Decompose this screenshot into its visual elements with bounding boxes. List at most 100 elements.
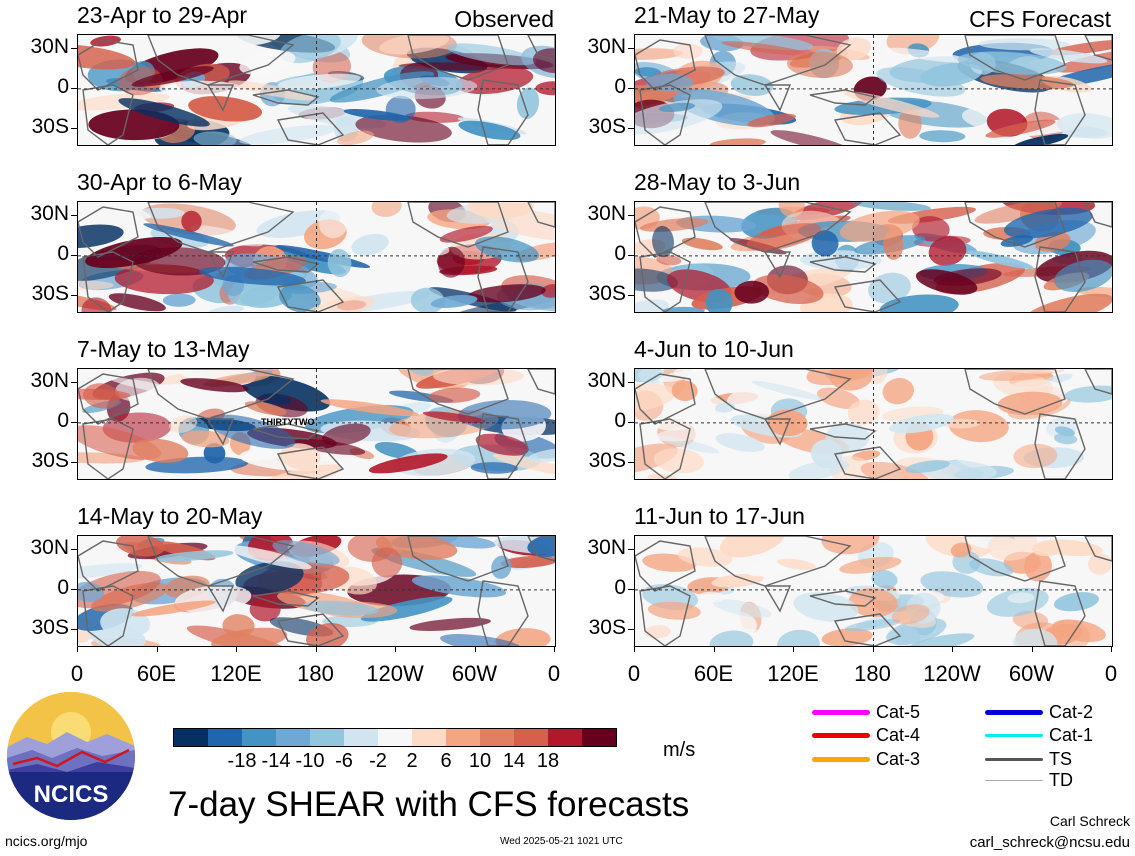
shear-contour xyxy=(734,280,770,304)
coastline xyxy=(1034,413,1086,479)
coastline xyxy=(964,369,1066,415)
shear-contour xyxy=(635,443,678,474)
shear-contour xyxy=(777,629,820,646)
shear-contour xyxy=(279,35,341,64)
shear-contour xyxy=(337,130,374,145)
coastline xyxy=(527,536,555,562)
colorbar-label: -14 xyxy=(261,750,291,772)
shear-contour xyxy=(302,600,379,616)
shear-contour xyxy=(656,254,682,266)
coastline xyxy=(477,413,529,479)
shear-contour xyxy=(133,247,226,276)
shear-contour xyxy=(242,375,331,412)
shear-contour xyxy=(239,124,337,145)
shear-contour xyxy=(83,202,152,219)
x-axis-tick xyxy=(713,646,715,652)
shear-contour xyxy=(1052,619,1106,643)
coastline xyxy=(78,540,139,592)
colorbar-label: -2 xyxy=(369,750,387,772)
shear-contour xyxy=(882,378,914,405)
colorbar-swatch xyxy=(412,729,446,746)
coastline xyxy=(1034,580,1086,646)
y-axis-label: 0 xyxy=(57,575,69,599)
x-axis-tick xyxy=(77,646,78,652)
shear-contour xyxy=(1013,628,1058,646)
y-axis-tick xyxy=(71,48,77,49)
coastline xyxy=(147,536,295,587)
shear-contour xyxy=(710,35,814,51)
footer-url[interactable]: ncics.org/mjo xyxy=(5,833,88,849)
coastline xyxy=(82,251,134,312)
shear-contour xyxy=(1013,443,1058,469)
x-axis-label: 60W xyxy=(1008,661,1055,686)
shear-contour xyxy=(860,461,930,479)
colorbar-label: 6 xyxy=(440,750,452,772)
y-axis-tick xyxy=(628,215,634,216)
y-axis-label: 30N xyxy=(587,202,626,225)
y-axis-label: 30S xyxy=(31,616,69,639)
shear-contour xyxy=(458,120,521,141)
shear-contour xyxy=(188,96,263,122)
coastline xyxy=(206,585,235,613)
shear-contour xyxy=(108,293,166,312)
shear-contour xyxy=(207,305,244,312)
storm-label: THIRTYTWO xyxy=(261,417,315,427)
coastline xyxy=(964,202,1066,248)
coastline xyxy=(833,613,902,646)
shear-contour xyxy=(440,634,523,646)
shear-contour xyxy=(655,418,692,431)
shear-contour xyxy=(1054,259,1112,292)
shear-contour xyxy=(355,114,452,143)
coastline xyxy=(407,369,509,415)
panel-date-range: 11-Jun to 17-Jun xyxy=(634,503,805,529)
legend-line-swatch xyxy=(985,758,1043,761)
coastline xyxy=(704,35,852,86)
shear-contour xyxy=(320,399,420,417)
y-axis-tick xyxy=(71,382,77,383)
shear-contour xyxy=(516,87,540,119)
x-axis-label: 120E xyxy=(767,661,819,686)
shear-contour xyxy=(662,306,705,312)
colorbar-label: 14 xyxy=(502,750,526,772)
coastline xyxy=(477,580,529,646)
shear-contour xyxy=(368,453,448,474)
shear-contour xyxy=(85,237,183,268)
shear-contour xyxy=(821,536,880,555)
legend-item-cat-1: Cat-1 xyxy=(985,725,1093,746)
legend-line-swatch xyxy=(985,734,1043,737)
coastline xyxy=(527,202,555,228)
legend-line-swatch xyxy=(812,757,870,762)
legend-line-swatch xyxy=(812,710,870,715)
shear-contour xyxy=(467,284,546,303)
shear-contour xyxy=(839,210,920,242)
shear-contour xyxy=(116,536,165,557)
x-axis-tick xyxy=(315,646,317,652)
coastline xyxy=(252,590,320,607)
y-axis-label: 30S xyxy=(31,449,69,472)
panel-date-range: 23-Apr to 29-Apr xyxy=(77,2,248,28)
coastline xyxy=(82,84,134,145)
y-axis-tick xyxy=(628,549,634,550)
shear-contour xyxy=(719,536,785,558)
shear-contour xyxy=(429,387,481,403)
footer-email[interactable]: carl_schreck@ncsu.edu xyxy=(969,834,1130,851)
shear-contour xyxy=(78,563,143,580)
y-axis-tick xyxy=(628,588,634,590)
coastline xyxy=(147,369,295,420)
shear-contour xyxy=(681,237,723,251)
shear-contour xyxy=(279,284,321,312)
x-axis-tick xyxy=(554,646,555,652)
shear-contour xyxy=(492,453,555,476)
shear-contour xyxy=(180,378,249,393)
shear-contour xyxy=(301,296,376,312)
shear-contour xyxy=(777,558,816,570)
shear-contour xyxy=(532,48,555,73)
coastline xyxy=(763,585,792,613)
coastline xyxy=(407,202,509,248)
shear-contour xyxy=(852,202,931,211)
shear-map xyxy=(77,535,556,647)
coastline xyxy=(527,35,555,61)
shear-contour xyxy=(169,415,198,433)
shear-contour xyxy=(244,401,287,416)
shear-contour xyxy=(1012,133,1069,145)
